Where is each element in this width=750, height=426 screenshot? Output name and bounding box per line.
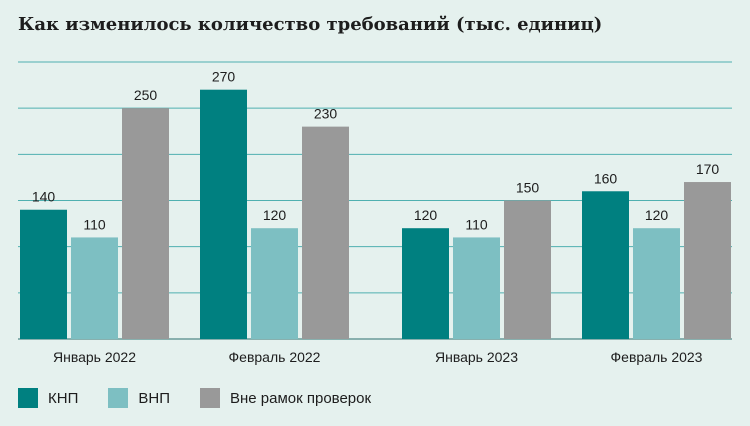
value-label: 120: [414, 207, 438, 223]
value-labels: 140 110 250 270 120 230 120 110 150 160 120 170: [32, 69, 720, 233]
legend: КНП ВНП Вне рамок проверок: [18, 388, 401, 408]
legend-label-vnp: ВНП: [138, 389, 170, 407]
value-label: 110: [83, 216, 106, 232]
value-label: 270: [212, 69, 236, 85]
category-label: Февраль 2022: [229, 349, 321, 365]
legend-item-knp: КНП: [18, 388, 78, 408]
legend-swatch-vnp: [108, 388, 129, 408]
value-label: 230: [314, 106, 338, 122]
value-label: 110: [465, 216, 488, 232]
bar: [582, 191, 629, 339]
bar: [200, 89, 247, 339]
legend-swatch-knp: [18, 388, 38, 408]
category-label: Январь 2022: [53, 349, 136, 365]
bar: [684, 182, 731, 339]
value-label: 170: [696, 161, 720, 177]
value-label: 120: [645, 207, 669, 223]
category-label: Январь 2023: [435, 349, 518, 365]
bar: [251, 228, 298, 339]
legend-label-knp: КНП: [48, 389, 79, 407]
value-label: 250: [134, 87, 158, 103]
category-labels: Январь 2022 Февраль 2022 Январь 2023 Феврал…: [53, 349, 703, 365]
bar: [122, 108, 169, 340]
chart-title: Как изменилось количество требований (ты…: [18, 14, 603, 35]
legend-swatch-outside: [199, 388, 220, 408]
legend-item-outside: Вне рамок проверок: [199, 388, 372, 408]
bar: [504, 200, 551, 339]
bar: [20, 209, 67, 339]
value-label: 160: [594, 170, 618, 186]
bar: [302, 126, 349, 339]
value-label: 150: [516, 180, 540, 196]
category-label: Февраль 2023: [611, 349, 703, 365]
value-label: 140: [32, 189, 56, 205]
bars: [20, 89, 731, 340]
bar: [71, 237, 118, 339]
bar: [402, 228, 449, 339]
value-label: 120: [263, 207, 287, 223]
legend-label-outside: Вне рамок проверок: [229, 389, 372, 407]
bar: [633, 228, 680, 339]
bar: [453, 237, 500, 339]
legend-item-vnp: ВНП: [108, 388, 170, 408]
